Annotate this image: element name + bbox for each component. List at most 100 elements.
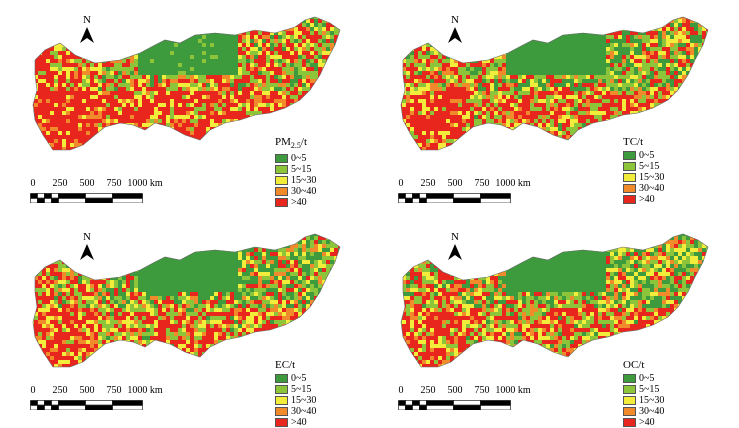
map-panel-oc: N OC/t 0~5 5~15 15~30 30~40 >40 0 250 500 750 1000 … <box>373 222 733 428</box>
legend-label: >40 <box>291 197 307 209</box>
legend-swatch <box>275 418 288 427</box>
legend-label: 15~30 <box>639 172 665 183</box>
legend-label: >40 <box>639 194 655 205</box>
scale-label: 0 <box>398 385 404 396</box>
legend-swatch <box>623 396 636 405</box>
legend-title-main: PM <box>275 136 291 148</box>
scale-bar-graphic <box>30 400 143 411</box>
scale-label: 1000 km <box>127 385 163 396</box>
legend-item: 5~15 <box>623 384 664 395</box>
legend-title: OC/t <box>623 360 664 371</box>
legend-item: 5~15 <box>623 161 664 172</box>
scale-label: 500 <box>79 178 95 189</box>
legend-title-main: TC/t <box>623 136 644 148</box>
legend-item: 15~30 <box>275 175 316 186</box>
legend-item: 30~40 <box>623 183 664 194</box>
legend-item: 15~30 <box>623 395 664 406</box>
legend: OC/t 0~5 5~15 15~30 30~40 >40 <box>623 360 664 428</box>
legend-item: >40 <box>275 417 316 428</box>
legend-item: 0~5 <box>623 150 664 161</box>
north-arrow-icon <box>80 27 94 43</box>
scale-label: 750 <box>106 178 122 189</box>
legend-title-subscript: 2.5 <box>290 141 301 151</box>
choropleth-map <box>32 16 341 151</box>
legend-swatch <box>275 396 288 405</box>
choropleth-map <box>400 16 709 151</box>
north-arrow-icon <box>448 27 462 43</box>
scale-label: 500 <box>79 385 95 396</box>
legend-title: TC/t <box>623 137 664 148</box>
legend-label: >40 <box>291 417 307 428</box>
north-arrow: N <box>77 232 97 260</box>
legend-swatch <box>275 165 288 175</box>
scale-label: 0 <box>398 178 404 189</box>
legend-swatch <box>623 407 636 416</box>
legend-label: 15~30 <box>639 395 665 406</box>
scale-bar: 0 250 500 750 1000 km <box>398 178 548 204</box>
legend: EC/t 0~5 5~15 15~30 30~40 >40 <box>275 360 316 428</box>
legend-label: 5~15 <box>639 384 660 395</box>
scale-label: 1000 km <box>495 178 531 189</box>
region-outline <box>32 233 341 368</box>
legend: PM2.5/t 0~5 5~15 15~30 30~40 >40 <box>275 137 316 208</box>
map-panel-ec: N EC/t 0~5 5~15 15~30 30~40 >40 0 250 500 750 1000 … <box>5 222 365 428</box>
legend-item: 0~5 <box>275 373 316 384</box>
legend-label: 30~40 <box>291 186 317 198</box>
legend-label: 5~15 <box>291 164 312 176</box>
legend-swatch <box>275 176 288 186</box>
scale-bar-graphic <box>398 193 511 204</box>
legend-item: 30~40 <box>275 406 316 417</box>
legend-label: >40 <box>639 417 655 428</box>
legend-swatch <box>623 173 636 182</box>
scale-label: 0 <box>30 385 36 396</box>
region-outline <box>32 16 341 151</box>
scale-label: 250 <box>52 385 68 396</box>
legend-swatch <box>623 184 636 193</box>
legend-label: 15~30 <box>291 395 317 406</box>
legend-swatch <box>623 374 636 383</box>
north-arrow-icon <box>80 244 94 260</box>
legend-item: 0~5 <box>275 153 316 164</box>
legend-label: 0~5 <box>291 153 307 165</box>
scale-label: 750 <box>474 385 490 396</box>
scale-label: 500 <box>447 178 463 189</box>
north-arrow-icon <box>448 244 462 260</box>
scale-label: 250 <box>420 178 436 189</box>
legend-item: 30~40 <box>275 186 316 197</box>
legend-swatch <box>623 418 636 427</box>
scale-label: 1000 km <box>495 385 531 396</box>
map-panel-tc: N TC/t 0~5 5~15 15~30 30~40 >40 0 250 500 750 1000 … <box>373 5 733 210</box>
legend-item: 5~15 <box>275 164 316 175</box>
legend-swatch <box>623 385 636 394</box>
legend-swatch <box>275 198 288 208</box>
north-arrow: N <box>445 15 465 43</box>
region-outline <box>400 16 709 151</box>
legend-swatch <box>623 195 636 204</box>
legend-label: 0~5 <box>291 373 307 384</box>
legend-swatch <box>623 162 636 171</box>
scale-bar-graphic <box>398 400 511 411</box>
scale-bar: 0 250 500 750 1000 km <box>30 178 180 204</box>
legend-title: PM2.5/t <box>275 137 316 151</box>
scale-label: 750 <box>474 178 490 189</box>
region-outline <box>400 233 709 368</box>
scale-label: 0 <box>30 178 36 189</box>
legend-swatch <box>275 385 288 394</box>
legend-item: >40 <box>623 417 664 428</box>
scale-label: 250 <box>52 178 68 189</box>
scale-label: 750 <box>106 385 122 396</box>
legend-label: 30~40 <box>639 183 665 194</box>
choropleth-map <box>32 233 341 368</box>
legend-title-main: OC/t <box>623 359 645 371</box>
legend-item: >40 <box>275 197 316 208</box>
legend-title-suffix: /t <box>300 136 308 148</box>
legend-item: 0~5 <box>623 373 664 384</box>
legend-item: 30~40 <box>623 406 664 417</box>
legend-swatch <box>275 407 288 416</box>
legend-item: 15~30 <box>275 395 316 406</box>
legend-label: 0~5 <box>639 150 655 161</box>
legend-label: 30~40 <box>291 406 317 417</box>
legend-title: EC/t <box>275 360 316 371</box>
legend-item: 15~30 <box>623 172 664 183</box>
scale-label: 500 <box>447 385 463 396</box>
